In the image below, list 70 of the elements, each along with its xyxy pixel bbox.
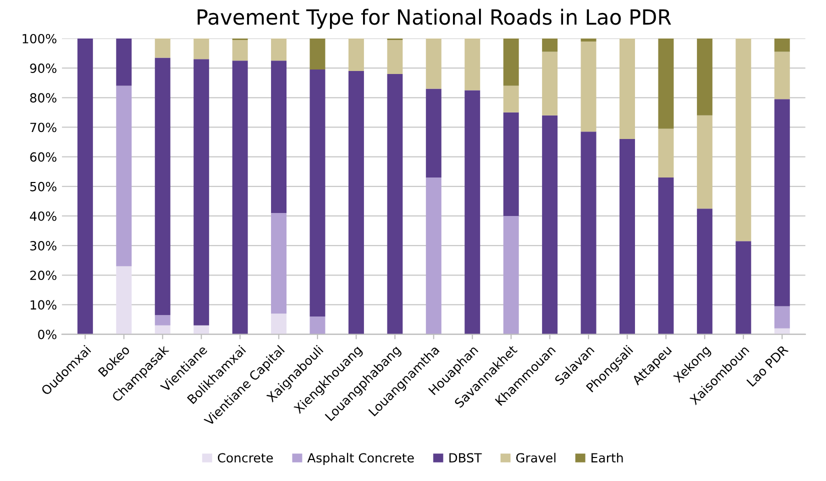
bar [736, 241, 752, 334]
y-tick-label: 100% [22, 34, 56, 44]
bar [232, 60, 248, 334]
bar [426, 88, 442, 178]
bar [580, 41, 596, 132]
bar [387, 74, 403, 334]
bar [620, 139, 635, 334]
bar [271, 60, 287, 214]
bar [348, 38, 364, 72]
bar [194, 59, 210, 326]
bar [194, 38, 210, 60]
legend-label: Gravel [516, 452, 556, 463]
y-tick-label: 70% [30, 122, 56, 132]
bar [154, 325, 170, 334]
bar [658, 38, 674, 129]
bar [116, 38, 132, 86]
y-tick-label: 20% [30, 270, 56, 280]
bar [426, 38, 442, 89]
bar [271, 314, 287, 334]
bar [774, 99, 790, 306]
bar [696, 208, 712, 334]
bar [232, 40, 248, 61]
bar [503, 38, 519, 86]
bar [194, 325, 210, 334]
y-tick-label: 50% [30, 182, 56, 192]
bar [310, 38, 326, 70]
bar [116, 86, 132, 266]
bar [696, 38, 712, 116]
y-tick-label: 80% [30, 93, 56, 103]
bar [542, 52, 558, 116]
bar [310, 316, 326, 334]
bar [310, 70, 326, 317]
y-tick-label: 0% [38, 330, 56, 340]
bar [154, 38, 170, 58]
bar [542, 115, 558, 334]
bar [774, 52, 790, 100]
bar [387, 40, 403, 74]
bar [736, 38, 752, 242]
bar [154, 315, 170, 326]
bar [503, 216, 519, 334]
bar [464, 38, 480, 90]
y-tick-label: 90% [30, 64, 56, 73]
bar [116, 266, 132, 334]
bar [348, 71, 364, 334]
bar [774, 306, 790, 328]
legend-label: Earth [592, 452, 623, 463]
bar [580, 38, 596, 42]
y-tick-label: 40% [30, 211, 56, 221]
bar [542, 38, 558, 52]
bar [658, 178, 674, 334]
legend-label: DBST [449, 453, 482, 463]
y-tick-label: 10% [30, 300, 56, 310]
bar [426, 178, 442, 334]
bar [580, 132, 596, 334]
bar [154, 58, 170, 316]
bar [620, 38, 635, 140]
y-tick-label: 30% [30, 241, 56, 250]
y-tick-label: 60% [30, 152, 56, 162]
bar [77, 38, 93, 334]
bar [696, 115, 712, 209]
chart-title: Pavement Type for National Roads in Lao PDR [198, 8, 672, 29]
bar [271, 213, 287, 314]
bar [503, 86, 519, 112]
legend-label: Asphalt Concrete [307, 452, 414, 465]
bar [774, 38, 790, 52]
bar [503, 112, 519, 216]
legend-label: Concrete [218, 453, 273, 463]
bar [658, 128, 674, 178]
bar [271, 38, 287, 61]
bar [464, 90, 480, 334]
